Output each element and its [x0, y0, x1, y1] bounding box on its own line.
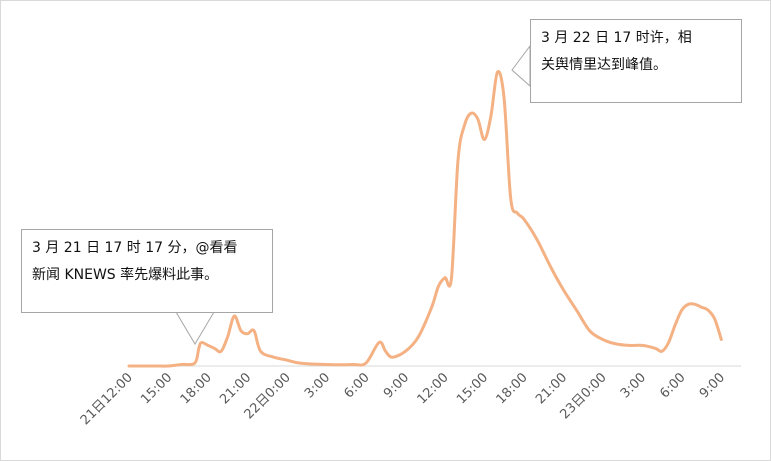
annotation-2-line2: 关舆情里达到峰值。	[541, 57, 667, 73]
annotation-callout-2: 3 月 22 日 17 时许，相 关舆情里达到峰值。	[530, 19, 742, 103]
annotation-1-line1: 3 月 21 日 17 时 17 分，@看看	[32, 240, 238, 256]
x-tick-label: 3:00	[302, 370, 333, 401]
x-tick-label: 18:00	[178, 370, 215, 407]
x-tick-label: 15:00	[138, 370, 175, 407]
series-line	[127, 69, 723, 368]
x-tick-label: 6:00	[657, 370, 688, 401]
x-tick-label: 18:00	[494, 370, 531, 407]
x-tick-label: 21:00	[533, 370, 570, 407]
annotation-pointer-2	[511, 44, 531, 88]
annotation-1-line2: 新闻 KNEWS 率先爆料此事。	[32, 267, 219, 283]
annotation-pointer-1	[175, 311, 215, 345]
x-tick-label: 21:00	[217, 370, 254, 407]
x-tick-label: 3:00	[618, 370, 649, 401]
x-tick-label: 9:00	[697, 370, 728, 401]
x-tick-label: 15:00	[454, 370, 491, 407]
x-tick-label: 12:00	[415, 370, 452, 407]
annotation-callout-1: 3 月 21 日 17 时 17 分，@看看 新闻 KNEWS 率先爆料此事。	[21, 229, 273, 313]
annotation-2-line1: 3 月 22 日 17 时许，相	[541, 30, 692, 46]
x-tick-label: 21日12:00	[78, 370, 136, 428]
x-tick-label: 6:00	[341, 370, 372, 401]
x-tick-label: 9:00	[381, 370, 412, 401]
